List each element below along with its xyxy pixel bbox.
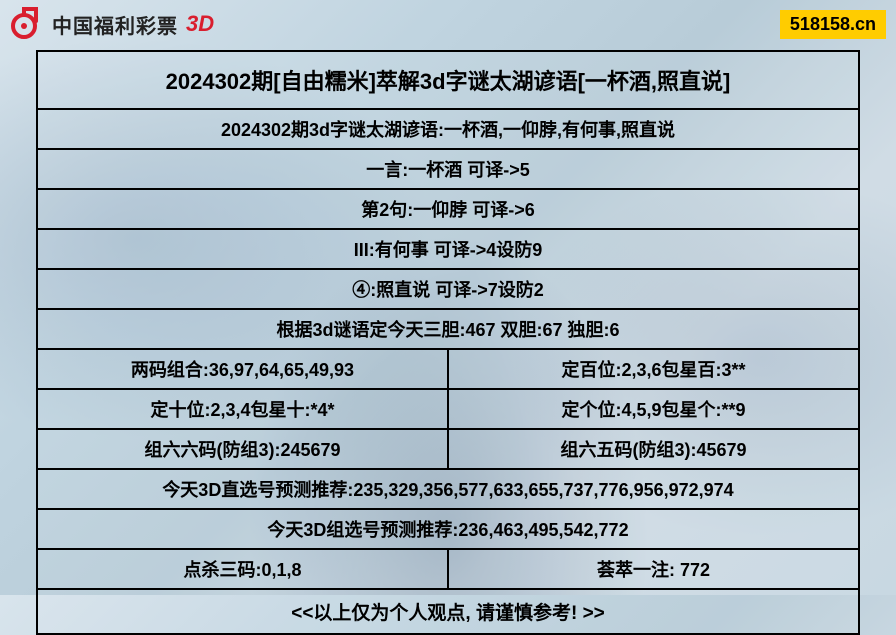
group-six-five: 组六五码(防组3):45679 xyxy=(449,430,858,468)
brand-suffix: 3D xyxy=(186,11,214,37)
grid-row-3: 组六六码(防组3):245679 组六五码(防组3):45679 xyxy=(38,430,858,470)
interpretation-line-3: III:有何事 可译->4设防9 xyxy=(38,230,858,270)
interpretation-line-1: 一言:一杯酒 可译->5 xyxy=(38,150,858,190)
brand-name: 中国福利彩票 xyxy=(52,10,178,39)
hundreds-position: 定百位:2,3,6包星百:3** xyxy=(449,350,858,388)
summary-row: 根据3d谜语定今天三胆:467 双胆:67 独胆:6 xyxy=(38,310,858,350)
group-prediction: 今天3D组选号预测推荐:236,463,495,542,772 xyxy=(38,510,858,550)
subtitle-row: 2024302期3d字谜太湖谚语:一杯酒,一仰脖,有何事,照直说 xyxy=(38,110,858,150)
bottom-row: 点杀三码:0,1,8 荟萃一注: 772 xyxy=(38,550,858,590)
disclaimer: <<以上仅为个人观点, 请谨慎参考! >> xyxy=(38,590,858,633)
essence-pick: 荟萃一注: 772 xyxy=(449,550,858,588)
tens-position: 定十位:2,3,4包星十:*4* xyxy=(38,390,449,428)
site-url-badge: 518158.cn xyxy=(780,10,886,39)
ones-position: 定个位:4,5,9包星个:**9 xyxy=(449,390,858,428)
page-title: 2024302期[自由糯米]萃解3d字谜太湖谚语[一杯酒,照直说] xyxy=(38,52,858,110)
main-table: 2024302期[自由糯米]萃解3d字谜太湖谚语[一杯酒,照直说] 202430… xyxy=(36,50,860,635)
two-code-combo: 两码组合:36,97,64,65,49,93 xyxy=(38,350,449,388)
direct-prediction: 今天3D直选号预测推荐:235,329,356,577,633,655,737,… xyxy=(38,470,858,510)
interpretation-line-2: 第2句:一仰脖 可译->6 xyxy=(38,190,858,230)
interpretation-line-4: ④:照直说 可译->7设防2 xyxy=(38,270,858,310)
kill-codes: 点杀三码:0,1,8 xyxy=(38,550,449,588)
logo-area: 中国福利彩票 3D xyxy=(10,6,214,42)
grid-row-1: 两码组合:36,97,64,65,49,93 定百位:2,3,6包星百:3** xyxy=(38,350,858,390)
grid-row-2: 定十位:2,3,4包星十:*4* 定个位:4,5,9包星个:**9 xyxy=(38,390,858,430)
group-six-six: 组六六码(防组3):245679 xyxy=(38,430,449,468)
lottery-logo-icon xyxy=(10,6,46,42)
header: 中国福利彩票 3D 518158.cn xyxy=(0,0,896,46)
